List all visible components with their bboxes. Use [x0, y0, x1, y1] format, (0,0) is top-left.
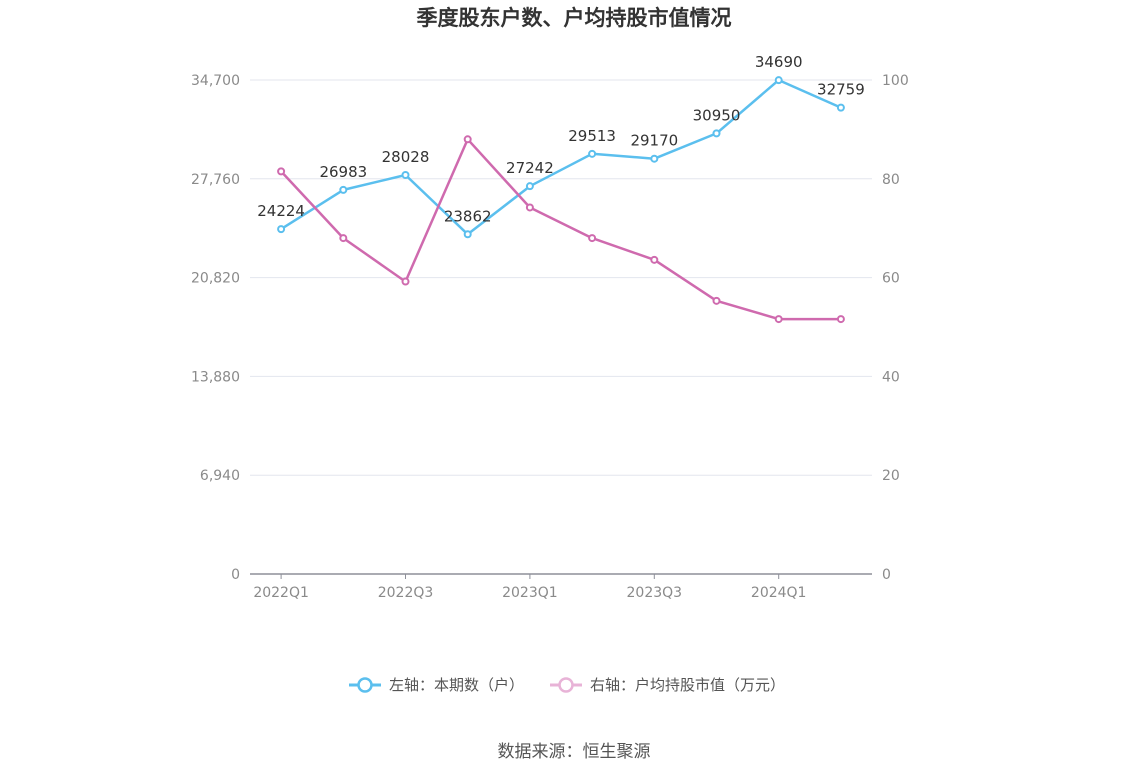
data-label: 23862: [444, 207, 492, 225]
left-axis-tick-label: 6,940: [200, 468, 240, 484]
x-axis-tick-label: 2024Q1: [751, 585, 807, 601]
left-series-point: [712, 129, 721, 138]
left-axis-tick-label: 34,700: [191, 73, 240, 89]
legend[interactable]: 左轴：本期数（户） 右轴：户均持股市值（万元）: [349, 676, 785, 694]
left-series-point: [463, 230, 472, 239]
right-series-line: [280, 138, 841, 321]
data-label: 26983: [319, 163, 367, 181]
data-label: 34690: [755, 53, 803, 71]
right-series-point: [836, 315, 845, 324]
data-label: 24224: [257, 202, 305, 220]
data-label: 32759: [817, 81, 865, 99]
right-series-point: [525, 203, 534, 212]
right-series-point: [588, 234, 597, 243]
legend-circle-icon: [558, 677, 574, 693]
right-series-point: [650, 255, 659, 264]
left-series-point: [836, 103, 845, 112]
left-series-point: [401, 170, 410, 179]
x-axis-tick-label: 2023Q1: [502, 585, 558, 601]
right-axis-tick-label: 40: [882, 369, 900, 385]
data-label: 29170: [630, 132, 678, 150]
data-label: 27242: [506, 159, 554, 177]
x-axis-tick-label: 2022Q3: [378, 585, 434, 601]
axes: 0 0 6,940 20 13,880 40 20,820 60 27,760 80 34,700 1…: [191, 73, 909, 601]
right-series-point: [339, 234, 348, 243]
right-axis-tick-label: 0: [882, 567, 891, 583]
left-series-point: [650, 154, 659, 163]
legend-label-left: 左轴：本期数（户）: [389, 676, 524, 694]
right-series-point: [712, 296, 721, 305]
right-axis-tick-label: 20: [882, 468, 900, 484]
left-axis-tick-label: 27,760: [191, 172, 240, 188]
chart-title: 季度股东户数、户均持股市值情况: [417, 6, 732, 30]
data-source: 数据来源：恒生聚源: [498, 742, 651, 762]
left-axis-tick-label: 20,820: [191, 271, 240, 287]
legend-label-right: 右轴：户均持股市值（万元）: [590, 676, 785, 694]
left-series-point: [277, 225, 286, 234]
legend-item-left-series[interactable]: 左轴：本期数（户）: [349, 676, 524, 694]
legend-circle-icon: [357, 677, 373, 693]
data-label: 29513: [568, 127, 616, 145]
data-label: 28028: [382, 148, 430, 166]
right-series-point: [401, 277, 410, 286]
right-series-point: [277, 167, 286, 176]
left-axis-tick-label: 13,880: [191, 369, 240, 385]
right-axis-tick-label: 80: [882, 172, 900, 188]
x-axis-tick-label: 2022Q1: [253, 585, 309, 601]
legend-item-right-series[interactable]: 右轴：户均持股市值（万元）: [550, 676, 785, 694]
left-axis-tick-label: 0: [231, 567, 240, 583]
data-label: 30950: [693, 106, 741, 124]
x-axis-tick-label: 2023Q3: [627, 585, 683, 601]
data-labels: 24224 26983 28028 23862 27242 29513 29170 30950…: [257, 53, 865, 225]
right-axis-tick-label: 100: [882, 73, 909, 89]
grid: [250, 79, 872, 476]
left-series-point: [339, 185, 348, 194]
right-series-point: [774, 315, 783, 324]
right-axis-tick-label: 60: [882, 271, 900, 287]
left-series-point: [774, 76, 783, 85]
left-series-point: [588, 149, 597, 158]
series: [277, 76, 845, 324]
right-series-point: [463, 135, 472, 144]
left-series-point: [525, 182, 534, 191]
left-series-line: [280, 78, 842, 236]
